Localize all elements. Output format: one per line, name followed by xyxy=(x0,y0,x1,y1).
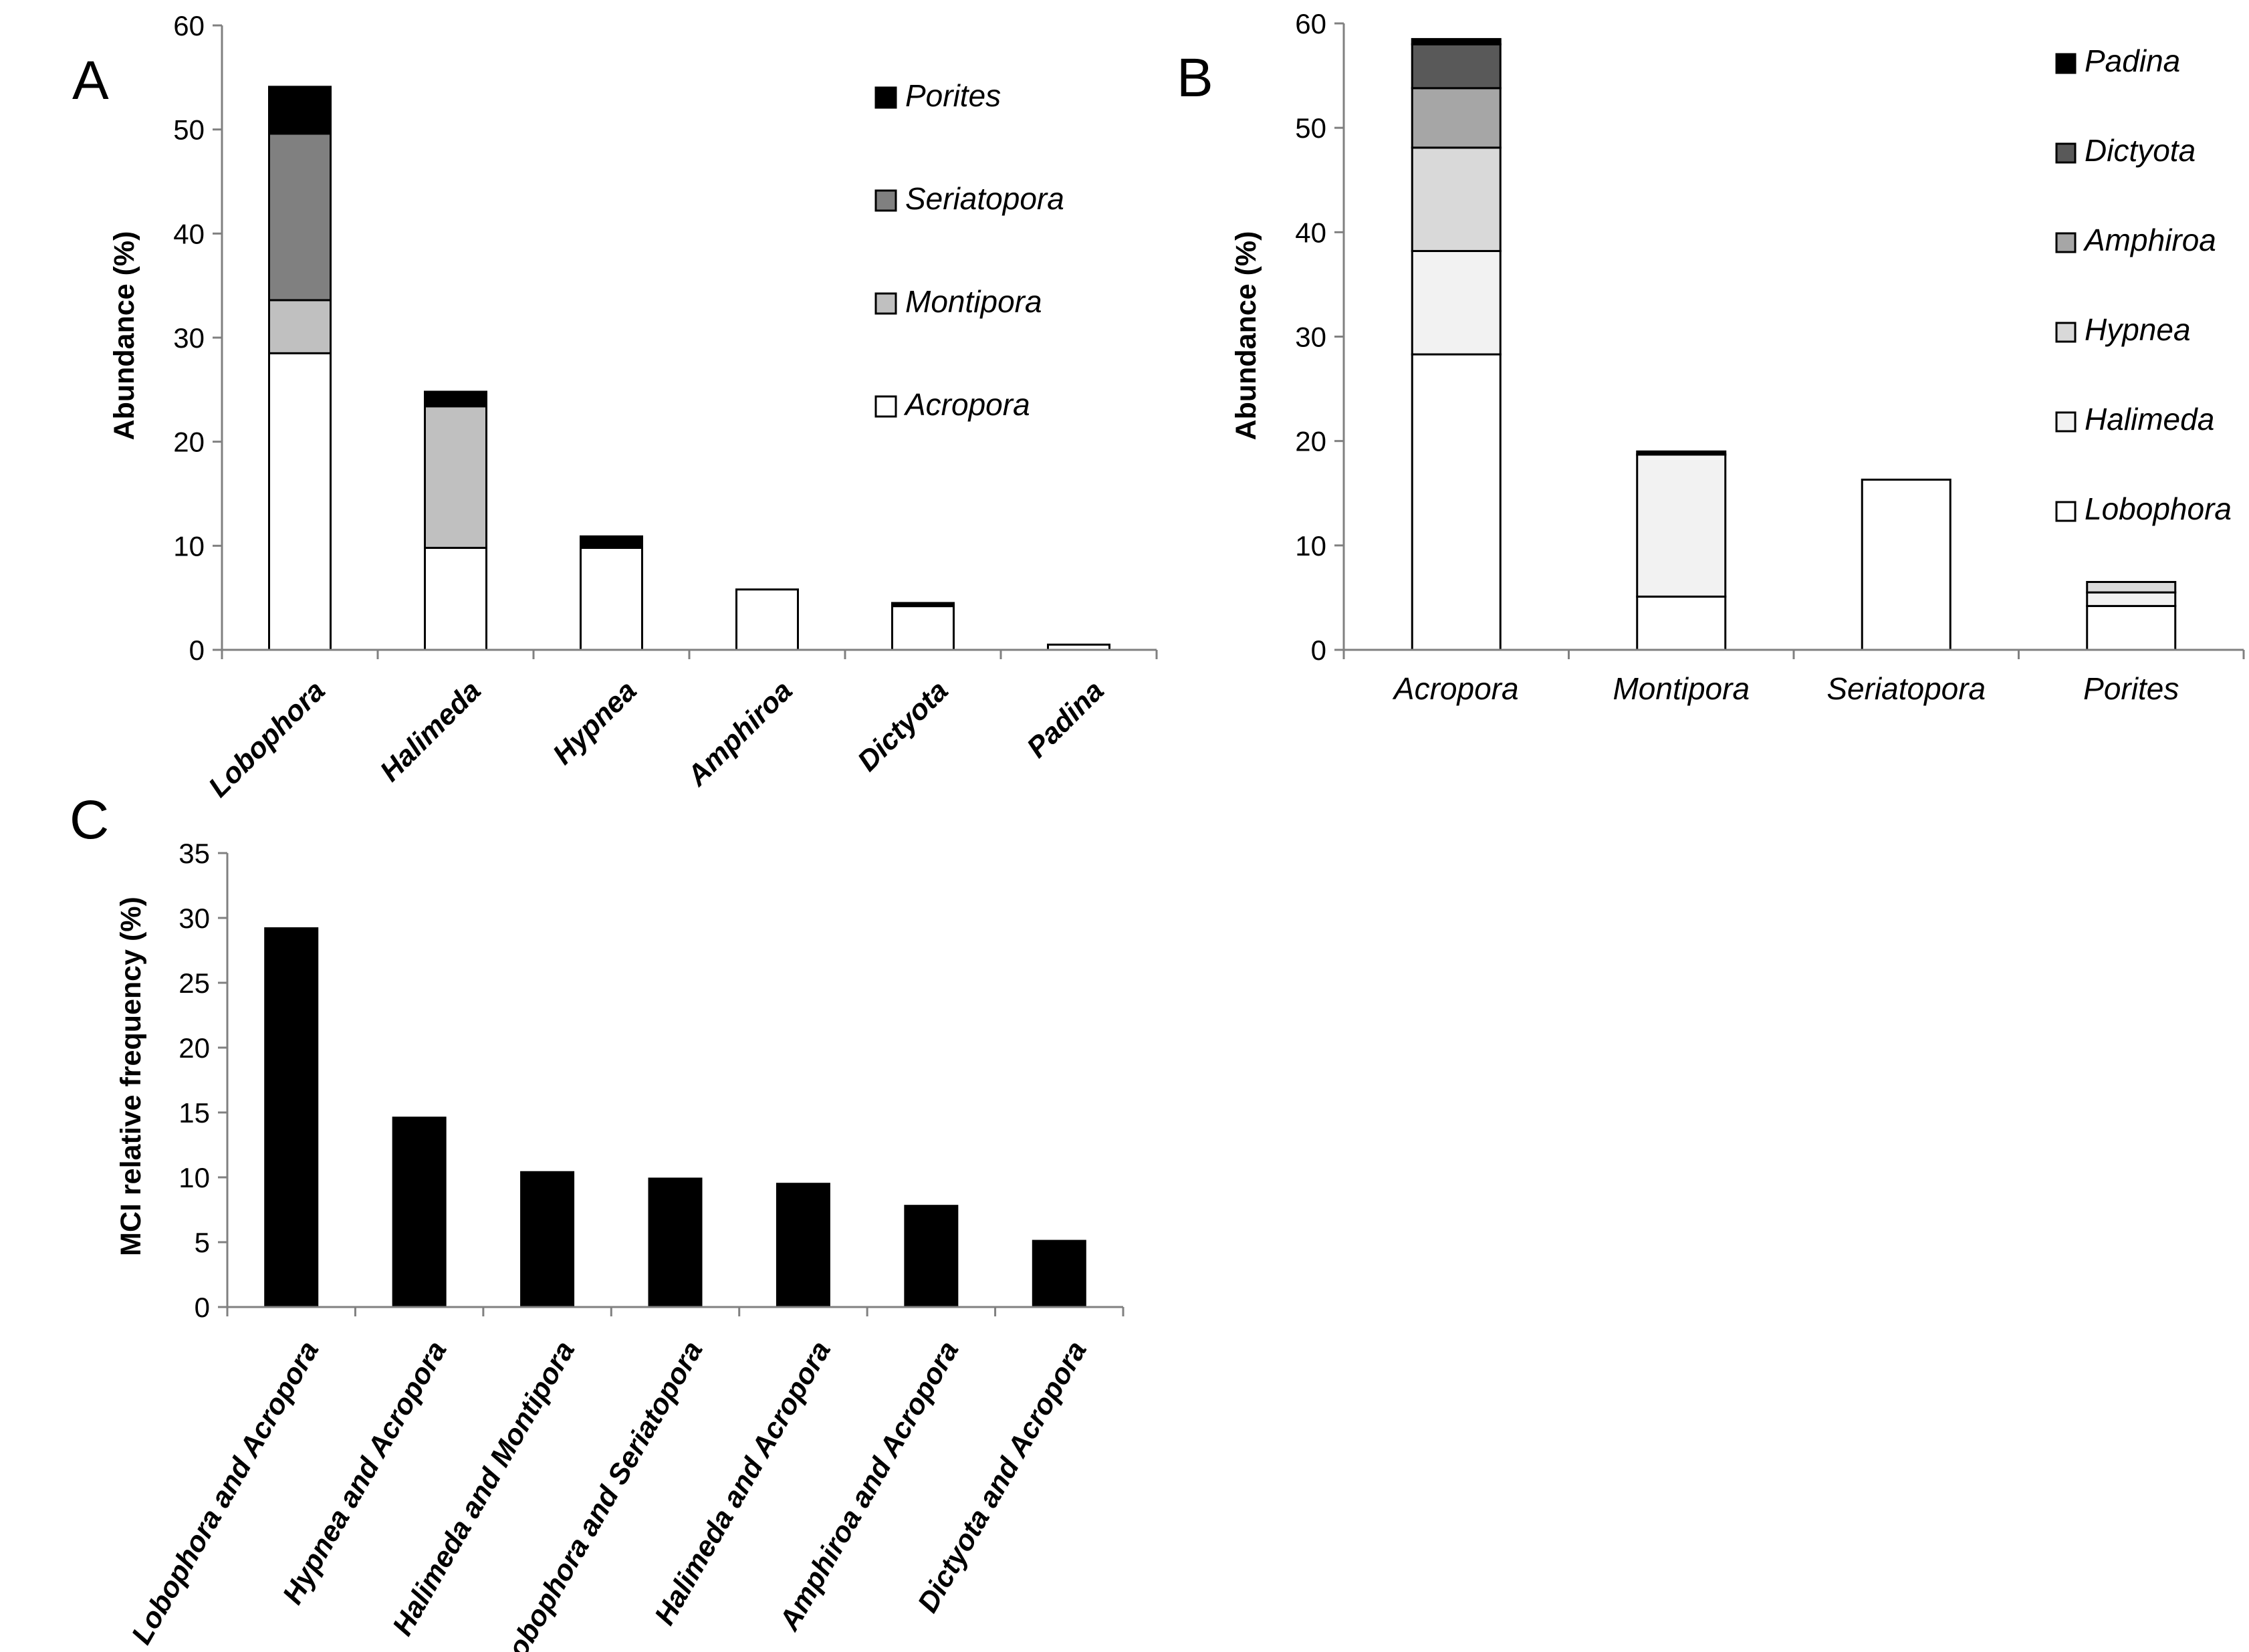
panel-a-x-label-padina: Padina xyxy=(1021,675,1110,764)
panel-a-legend-swatch-seriatopora xyxy=(874,189,897,212)
panel-c-y-tick-label-20: 20 xyxy=(179,1032,210,1064)
panel-a-legend-label-montipora: Montipora xyxy=(905,284,1042,319)
panel-a-y-tick-label-20: 20 xyxy=(173,427,205,458)
panel-b-y-tick-label-10: 10 xyxy=(1295,530,1326,562)
panel-b-bar-porites-hypnea xyxy=(2086,580,2177,594)
panel-b-legend-label-dictyota: Dictyota xyxy=(2085,133,2196,168)
panel-b-bar-montipora-halimeda xyxy=(1636,453,1727,598)
panel-a-legend-swatch-acropora xyxy=(874,395,897,418)
panel-a-legend-swatch-montipora xyxy=(874,292,897,315)
panel-b-x-label-porites: Porites xyxy=(2083,671,2179,706)
panel-b-bar-acropora-amphiroa xyxy=(1411,87,1502,149)
panel-a-bar-dictyota-porites xyxy=(891,602,955,608)
panel-a-x-label-halimeda: Halimeda xyxy=(374,675,487,788)
panel-a-bar-halimeda-porites xyxy=(424,390,487,408)
panel-b-y-tick-label-50: 50 xyxy=(1295,112,1326,144)
panel-a-legend-swatch-porites xyxy=(874,86,897,109)
panel-b-bar-acropora-lobophora xyxy=(1411,353,1502,651)
panel-b-legend-swatch-dictyota xyxy=(2055,142,2077,164)
panel-b-bar-acropora-padina xyxy=(1411,37,1502,45)
panel-a-y-tick-label-10: 10 xyxy=(173,530,205,562)
panel-c-y-tick-label-10: 10 xyxy=(179,1162,210,1193)
panel-b-label: B xyxy=(1177,47,1213,108)
panel-b-y-tick-label-30: 30 xyxy=(1295,322,1326,353)
panel-a-x-label-hypnea: Hypnea xyxy=(547,675,643,771)
panel-b-legend-swatch-hypnea xyxy=(2055,322,2077,343)
panel-b-x-label-seriatopora: Seriatopora xyxy=(1826,671,1986,706)
panel-b-bar-montipora-lobophora xyxy=(1636,595,1727,651)
panel-b-legend-swatch-amphiroa xyxy=(2055,232,2077,253)
panel-c-bar-dictyota-and-acropora-mci xyxy=(1032,1240,1086,1308)
panel-b-legend-swatch-halimeda xyxy=(2055,411,2077,433)
panel-b-bar-acropora-halimeda xyxy=(1411,249,1502,356)
panel-b-y-tick-label-60: 60 xyxy=(1295,8,1326,39)
panel-a-bar-hypnea-acropora xyxy=(580,546,643,651)
panel-b-legend-label-halimeda: Halimeda xyxy=(2085,402,2214,437)
panel-a-bar-halimeda-montipora xyxy=(424,405,487,549)
panel-a-y-tick-label-0: 0 xyxy=(189,634,205,666)
panel-a-y-tick-label-40: 40 xyxy=(173,218,205,249)
panel-a-y-tick-label-50: 50 xyxy=(173,114,205,146)
panel-a-bar-amphiroa-acropora xyxy=(735,588,799,651)
panel-b-y-tick-label-0: 0 xyxy=(1311,634,1326,666)
panel-c-bar-lobophora-and-acropora-mci xyxy=(264,927,319,1308)
panel-a-y-axis-title: Abundance (%) xyxy=(108,231,140,441)
panel-c-bar-halimeda-and-montipora-mci xyxy=(520,1171,575,1308)
panel-c-y-tick-label-25: 25 xyxy=(179,967,210,999)
panel-a-bar-lobophora-montipora xyxy=(268,299,332,354)
panel-b-x-label-montipora: Montipora xyxy=(1613,671,1750,706)
panel-b-y-tick-label-40: 40 xyxy=(1295,217,1326,248)
panel-c-bar-lobophora-and-seriatopora-mci xyxy=(648,1177,703,1308)
panel-c-y-tick-label-15: 15 xyxy=(179,1097,210,1129)
panel-c-bar-hypnea-and-acropora-mci xyxy=(392,1116,447,1308)
panel-b-legend-label-lobophora: Lobophora xyxy=(2085,491,2232,526)
panel-a-chart: A 0 10 20 30 40 50 60 Lobophora Halimeda Hypnea Am… xyxy=(72,10,1158,804)
panel-a-legend-label-seriatopora: Seriatopora xyxy=(905,181,1064,216)
panel-b-bar-acropora-dictyota xyxy=(1411,43,1502,90)
panel-c-label: C xyxy=(70,790,109,850)
panel-c-y-tick-label-35: 35 xyxy=(179,838,210,869)
panel-a-bar-hypnea-porites xyxy=(580,535,643,549)
panel-c-bar-halimeda-and-acropora-mci xyxy=(776,1183,830,1308)
panel-c-y-tick-label-30: 30 xyxy=(179,903,210,934)
panel-a-bar-lobophora-seriatopora xyxy=(268,132,332,302)
panel-c-y-tick-label-5: 5 xyxy=(195,1227,210,1258)
panel-b-bar-seriatopora-lobophora xyxy=(1861,478,1951,651)
panel-b-bar-porites-halimeda xyxy=(2086,591,2177,607)
panel-c-y-tick-label-0: 0 xyxy=(195,1292,210,1323)
panel-b-bar-acropora-hypnea xyxy=(1411,146,1502,252)
panel-a-legend-label-acropora: Acropora xyxy=(903,387,1030,422)
panel-a-legend-label-porites: Porites xyxy=(905,78,1001,113)
panel-b-y-tick-label-20: 20 xyxy=(1295,426,1326,457)
panel-b-y-axis-title: Abundance (%) xyxy=(1230,231,1262,441)
panel-b-chart: B 0 10 20 30 40 50 60 Acropora Montipora Seriatop… xyxy=(1177,8,2245,706)
panel-b-legend-label-hypnea: Hypnea xyxy=(2085,312,2191,347)
panel-b-bar-porites-lobophora xyxy=(2086,604,2177,651)
panel-a-bar-lobophora-porites xyxy=(268,86,332,135)
panel-b-legend-swatch-lobophora xyxy=(2055,501,2077,522)
panel-a-bar-dictyota-acropora xyxy=(891,605,955,651)
panel-b-legend-swatch-padina xyxy=(2055,53,2077,74)
panel-a-bar-halimeda-acropora xyxy=(424,546,487,651)
panel-a-bar-lobophora-acropora xyxy=(268,352,332,651)
panel-a-y-tick-label-60: 60 xyxy=(173,10,205,41)
panel-a-label: A xyxy=(72,50,109,111)
panel-b-x-label-acropora: Acropora xyxy=(1392,671,1519,706)
panel-b-bar-montipora-padina xyxy=(1636,450,1727,456)
panel-b-legend-label-padina: Padina xyxy=(2085,43,2180,78)
panel-a-x-label-dictyota: Dictyota xyxy=(852,675,955,778)
panel-a-x-label-amphiroa: Amphiroa xyxy=(681,675,799,793)
panel-a-y-tick-label-30: 30 xyxy=(173,322,205,354)
panel-c-bar-amphiroa-and-acropora-mci xyxy=(904,1205,959,1308)
panel-c-y-axis-title: MCI relative frequency (%) xyxy=(115,897,147,1256)
panel-a-x-label-lobophora: Lobophora xyxy=(203,675,332,804)
panel-b-legend-label-amphiroa: Amphiroa xyxy=(2083,223,2216,257)
